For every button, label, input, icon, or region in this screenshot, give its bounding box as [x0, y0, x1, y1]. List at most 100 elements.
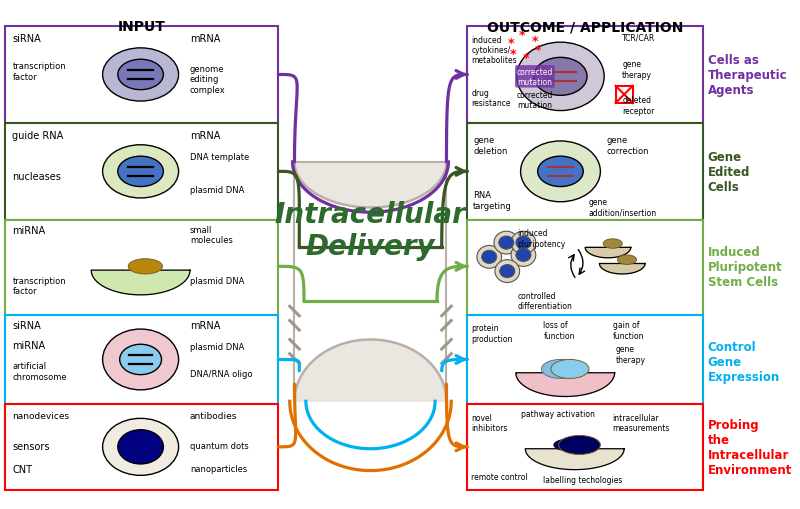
Text: pathway activation: pathway activation: [521, 409, 594, 418]
Ellipse shape: [118, 157, 163, 187]
Text: deleted
receptor: deleted receptor: [622, 96, 654, 116]
Text: mRNA: mRNA: [190, 34, 220, 44]
Text: small
molecules: small molecules: [190, 225, 233, 244]
Text: induced
cytokines/
metabolites: induced cytokines/ metabolites: [471, 36, 517, 65]
Text: guide RNA: guide RNA: [12, 130, 63, 140]
Bar: [615, 87, 633, 104]
Ellipse shape: [102, 146, 178, 199]
Text: INPUT: INPUT: [118, 20, 166, 34]
Text: gene
therapy: gene therapy: [615, 345, 646, 364]
Ellipse shape: [495, 260, 520, 283]
Polygon shape: [585, 248, 630, 258]
Text: Intracellular
Delivery: Intracellular Delivery: [274, 201, 466, 261]
Bar: [467, 27, 703, 124]
Text: plasmid DNA: plasmid DNA: [190, 276, 244, 285]
Ellipse shape: [477, 246, 502, 269]
Text: corrected
mutation: corrected mutation: [517, 91, 553, 110]
Ellipse shape: [128, 259, 162, 274]
Ellipse shape: [542, 360, 579, 379]
Ellipse shape: [558, 436, 600, 455]
Ellipse shape: [538, 157, 583, 187]
Bar: [467, 124, 703, 220]
Text: *: *: [531, 35, 538, 48]
Ellipse shape: [618, 256, 637, 265]
Text: corrected
mutation: corrected mutation: [517, 68, 553, 87]
Text: antibodies: antibodies: [190, 411, 238, 420]
Text: nucleases: nucleases: [12, 172, 62, 182]
Text: CNT: CNT: [12, 464, 32, 474]
Ellipse shape: [102, 418, 178, 475]
Ellipse shape: [511, 244, 536, 267]
Text: artificial
chromosome: artificial chromosome: [12, 361, 67, 381]
Bar: [5, 220, 278, 315]
Text: DNA template: DNA template: [190, 153, 250, 162]
Ellipse shape: [551, 360, 589, 379]
Text: quantum dots: quantum dots: [190, 441, 249, 450]
Text: Gene
Edited
Cells: Gene Edited Cells: [708, 151, 750, 193]
Ellipse shape: [603, 239, 622, 249]
Text: Control
Gene
Expression: Control Gene Expression: [708, 340, 780, 383]
Text: TCR/CAR: TCR/CAR: [622, 34, 655, 43]
Text: mRNA: mRNA: [190, 320, 220, 330]
Text: gain of
function: gain of function: [613, 321, 644, 340]
Text: plasmid DNA: plasmid DNA: [190, 343, 244, 352]
Text: remote control: remote control: [471, 472, 528, 482]
Text: *: *: [510, 48, 516, 61]
Text: loss of
function: loss of function: [543, 321, 575, 340]
Text: *: *: [508, 37, 514, 49]
Text: mRNA: mRNA: [190, 130, 220, 140]
Polygon shape: [91, 271, 190, 295]
Ellipse shape: [516, 249, 531, 262]
Text: plasmid DNA: plasmid DNA: [190, 185, 244, 194]
Text: *: *: [534, 44, 541, 57]
Text: nanodevices: nanodevices: [12, 411, 70, 420]
Text: protein
production: protein production: [471, 324, 513, 343]
Text: Cells as
Therapeutic
Agents: Cells as Therapeutic Agents: [708, 54, 787, 97]
Text: Induced
Pluripotent
Stem Cells: Induced Pluripotent Stem Cells: [708, 245, 782, 288]
Bar: [5, 27, 278, 124]
Text: Probing
the
Intracellular
Environment: Probing the Intracellular Environment: [708, 418, 792, 476]
Ellipse shape: [516, 237, 531, 250]
Text: nanoparticles: nanoparticles: [190, 464, 247, 473]
Bar: [5, 404, 278, 490]
Bar: [467, 404, 703, 490]
Text: OUTCOME / APPLICATION: OUTCOME / APPLICATION: [487, 20, 683, 34]
Text: labelling techologies: labelling techologies: [543, 475, 622, 485]
Ellipse shape: [494, 232, 518, 254]
Ellipse shape: [554, 438, 596, 451]
Text: miRNA: miRNA: [12, 225, 46, 235]
Ellipse shape: [534, 58, 587, 96]
Ellipse shape: [517, 43, 604, 111]
Text: gene
addition/insertion: gene addition/insertion: [589, 197, 657, 217]
Text: transcription
factor: transcription factor: [12, 62, 66, 81]
Ellipse shape: [521, 142, 600, 203]
Polygon shape: [599, 264, 645, 274]
Text: siRNA: siRNA: [12, 320, 41, 330]
Text: genome
editing
complex: genome editing complex: [190, 65, 226, 95]
Text: novel
inhibitors: novel inhibitors: [471, 413, 507, 432]
Text: drug
resistance: drug resistance: [471, 89, 510, 108]
Text: miRNA: miRNA: [12, 341, 46, 351]
Ellipse shape: [511, 232, 536, 254]
Text: siRNA: siRNA: [12, 34, 41, 44]
Text: induced
pluripotency: induced pluripotency: [518, 229, 566, 248]
Text: intracellular
measurements: intracellular measurements: [613, 413, 670, 432]
Bar: [5, 315, 278, 404]
Text: controlled
differentiation: controlled differentiation: [518, 292, 573, 311]
Polygon shape: [516, 373, 614, 397]
Text: gene
deletion: gene deletion: [473, 136, 507, 155]
Ellipse shape: [102, 49, 178, 102]
Bar: [467, 315, 703, 404]
Bar: [5, 124, 278, 220]
Polygon shape: [526, 449, 624, 470]
Text: gene
therapy: gene therapy: [622, 60, 652, 79]
Polygon shape: [294, 162, 446, 208]
Text: *: *: [523, 52, 530, 65]
Ellipse shape: [500, 265, 515, 278]
Polygon shape: [294, 340, 446, 402]
Text: DNA/RNA oligo: DNA/RNA oligo: [190, 369, 253, 378]
Ellipse shape: [118, 430, 163, 464]
Text: sensors: sensors: [12, 441, 50, 451]
Bar: [467, 220, 703, 315]
Ellipse shape: [102, 329, 178, 390]
